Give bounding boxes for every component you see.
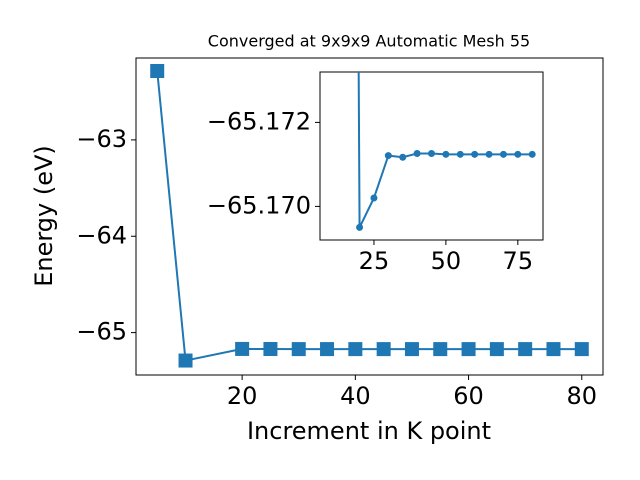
- plot-frame: [319, 71, 544, 241]
- marker: [461, 342, 476, 357]
- marker: [320, 342, 335, 357]
- marker: [235, 341, 250, 356]
- y-tick-label: −64: [76, 221, 127, 249]
- y-axis-label: Energy (eV): [30, 145, 58, 287]
- marker: [150, 64, 165, 79]
- marker: [574, 342, 589, 357]
- x-tick-label: 50: [431, 247, 462, 275]
- marker: [178, 353, 193, 368]
- plot-area: [150, 64, 589, 368]
- x-tick-label: 20: [227, 382, 258, 410]
- x-tick-label: 40: [340, 382, 371, 410]
- x-axis-label: Increment in K point: [247, 417, 491, 445]
- marker: [370, 194, 378, 202]
- x-tick-label: 75: [503, 247, 534, 275]
- marker: [485, 150, 493, 158]
- marker: [399, 153, 407, 161]
- x-tick-label: 60: [453, 382, 484, 410]
- marker: [528, 150, 536, 158]
- marker: [518, 342, 533, 357]
- marker: [456, 150, 464, 158]
- y-tick-label: −65.170: [207, 191, 311, 219]
- chart-title: Converged at 9x9x9 Automatic Mesh 55: [208, 32, 530, 51]
- marker: [413, 149, 421, 157]
- marker: [442, 150, 450, 158]
- marker: [514, 150, 522, 158]
- y-tick-label: −65.172: [207, 107, 311, 135]
- marker: [291, 342, 306, 357]
- marker: [356, 223, 364, 231]
- marker: [471, 150, 479, 158]
- marker: [489, 342, 504, 357]
- y-tick-label: −65: [76, 318, 127, 346]
- marker: [433, 342, 448, 357]
- marker: [348, 342, 363, 357]
- marker: [263, 342, 278, 357]
- plot-frame: [135, 57, 604, 376]
- x-tick-label: 80: [566, 382, 597, 410]
- marker: [404, 342, 419, 357]
- plot-area: [356, 72, 536, 231]
- marker: [499, 150, 507, 158]
- y-tick-label: −63: [76, 125, 127, 153]
- x-tick-label: 25: [359, 247, 390, 275]
- marker: [384, 152, 392, 160]
- marker: [546, 342, 561, 357]
- marker: [376, 342, 391, 357]
- marker: [428, 149, 435, 157]
